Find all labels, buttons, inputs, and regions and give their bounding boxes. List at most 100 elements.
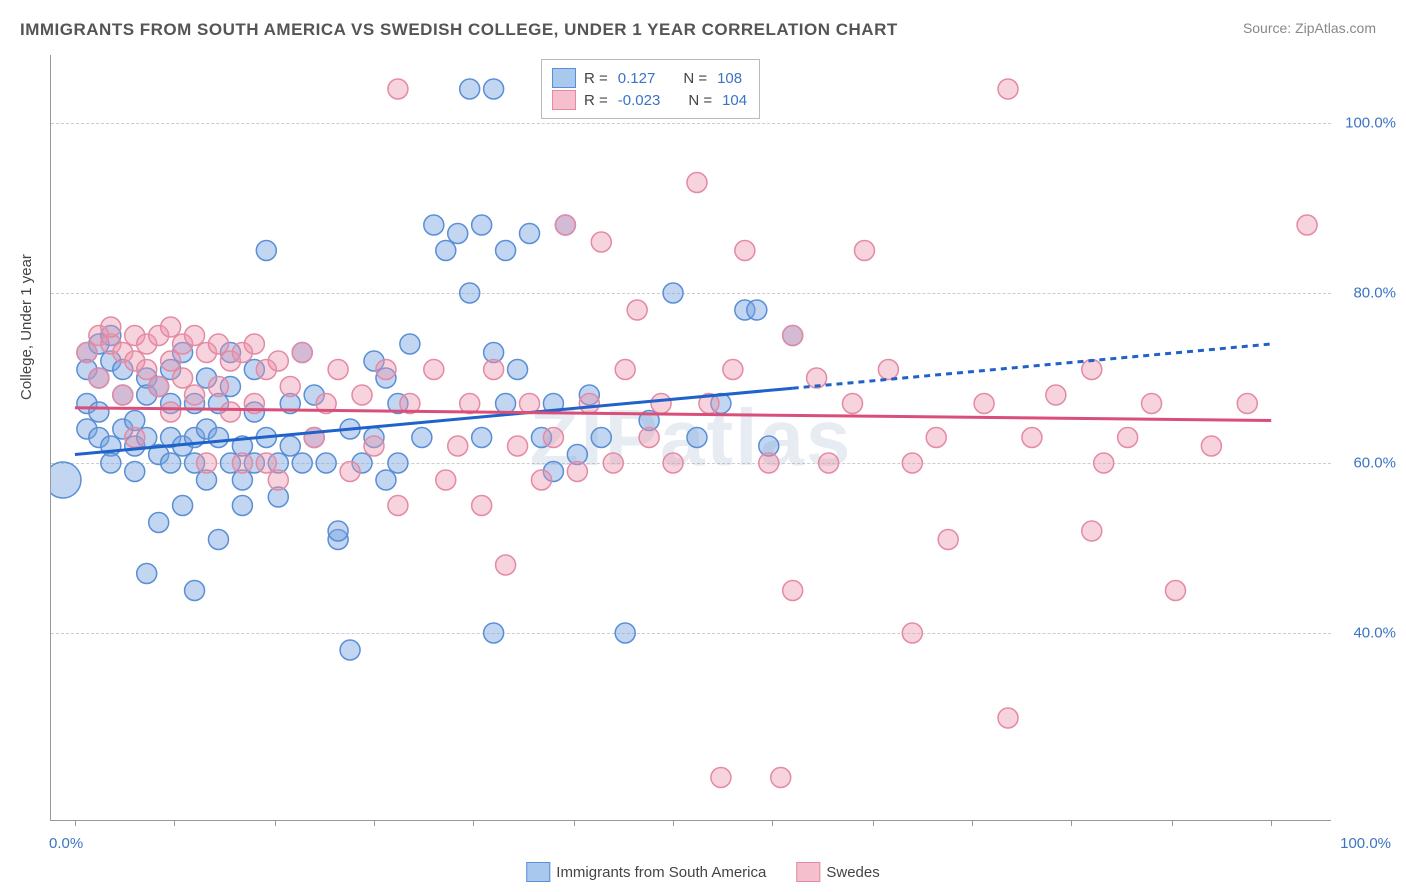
data-point xyxy=(125,462,145,482)
n-label: N = xyxy=(688,92,712,109)
n-label: N = xyxy=(683,70,707,87)
data-point xyxy=(615,360,635,380)
y-tick-label: 100.0% xyxy=(1336,115,1396,132)
data-point xyxy=(615,623,635,643)
data-point xyxy=(496,555,516,575)
data-point xyxy=(185,385,205,405)
data-point xyxy=(783,326,803,346)
data-point xyxy=(998,708,1018,728)
data-point xyxy=(280,436,300,456)
data-point xyxy=(328,360,348,380)
data-point xyxy=(496,394,516,414)
data-point xyxy=(496,241,516,261)
legend-swatch-icon xyxy=(526,862,550,882)
data-point xyxy=(747,300,767,320)
x-tick xyxy=(972,820,973,826)
data-point xyxy=(244,334,264,354)
data-point xyxy=(161,402,181,422)
data-point xyxy=(531,470,551,490)
x-tick xyxy=(873,820,874,826)
x-axis-min-label: 0.0% xyxy=(49,835,83,852)
x-tick xyxy=(473,820,474,826)
data-point xyxy=(161,351,181,371)
data-point xyxy=(256,453,276,473)
data-point xyxy=(161,453,181,473)
data-point xyxy=(232,453,252,473)
data-point xyxy=(51,462,81,498)
data-point xyxy=(316,453,336,473)
data-point xyxy=(543,428,563,448)
x-tick xyxy=(772,820,773,826)
data-point xyxy=(137,564,157,584)
legend-swatch-icon xyxy=(552,68,576,88)
data-point xyxy=(101,453,121,473)
data-point xyxy=(436,241,456,261)
legend-swatch-icon xyxy=(796,862,820,882)
data-point xyxy=(579,394,599,414)
data-point xyxy=(280,377,300,397)
data-point xyxy=(220,402,240,422)
data-point xyxy=(627,300,647,320)
data-point xyxy=(508,436,528,456)
data-point xyxy=(687,173,707,193)
y-tick-label: 40.0% xyxy=(1336,625,1396,642)
data-point xyxy=(687,428,707,448)
n-value: 108 xyxy=(715,70,744,87)
y-axis-title: College, Under 1 year xyxy=(18,254,35,400)
x-tick xyxy=(1271,820,1272,826)
data-point xyxy=(340,462,360,482)
x-tick xyxy=(1071,820,1072,826)
data-point xyxy=(472,496,492,516)
data-point xyxy=(256,241,276,261)
x-axis-max-label: 100.0% xyxy=(1340,835,1391,852)
data-point xyxy=(161,317,181,337)
chart-title: IMMIGRANTS FROM SOUTH AMERICA VS SWEDISH… xyxy=(20,20,898,40)
data-point xyxy=(376,470,396,490)
scatter-svg xyxy=(51,55,1331,820)
data-point xyxy=(292,453,312,473)
data-point xyxy=(1046,385,1066,405)
data-point xyxy=(412,428,432,448)
data-point xyxy=(472,428,492,448)
data-point xyxy=(998,79,1018,99)
data-point xyxy=(113,385,133,405)
data-point xyxy=(651,394,671,414)
data-point xyxy=(508,360,528,380)
n-value: 104 xyxy=(720,92,749,109)
bottom-legend: Immigrants from South America Swedes xyxy=(526,862,879,882)
legend-label: Immigrants from South America xyxy=(556,864,766,881)
data-point xyxy=(723,360,743,380)
y-tick-label: 60.0% xyxy=(1336,455,1396,472)
plot-area: ZIPatlas 40.0%60.0%80.0%100.0% R = 0.127… xyxy=(50,55,1331,821)
data-point xyxy=(663,283,683,303)
data-point xyxy=(759,453,779,473)
data-point xyxy=(472,215,492,235)
x-tick xyxy=(574,820,575,826)
legend-swatch-icon xyxy=(552,90,576,110)
trend-line-dashed xyxy=(793,344,1272,388)
data-point xyxy=(1022,428,1042,448)
data-point xyxy=(484,623,504,643)
data-point xyxy=(101,317,121,337)
data-point xyxy=(603,453,623,473)
data-point xyxy=(460,79,480,99)
data-point xyxy=(208,377,228,397)
data-point xyxy=(388,496,408,516)
data-point xyxy=(926,428,946,448)
data-point xyxy=(735,241,755,261)
data-point xyxy=(424,215,444,235)
data-point xyxy=(567,462,587,482)
y-tick-label: 80.0% xyxy=(1336,285,1396,302)
data-point xyxy=(208,334,228,354)
x-tick xyxy=(673,820,674,826)
x-tick xyxy=(174,820,175,826)
data-point xyxy=(388,453,408,473)
data-point xyxy=(1082,360,1102,380)
data-point xyxy=(663,453,683,473)
x-tick xyxy=(1172,820,1173,826)
data-point xyxy=(89,402,109,422)
data-point xyxy=(137,360,157,380)
stats-legend: R = 0.127 N = 108 R = -0.023 N = 104 xyxy=(541,59,760,119)
data-point xyxy=(484,360,504,380)
data-point xyxy=(185,326,205,346)
